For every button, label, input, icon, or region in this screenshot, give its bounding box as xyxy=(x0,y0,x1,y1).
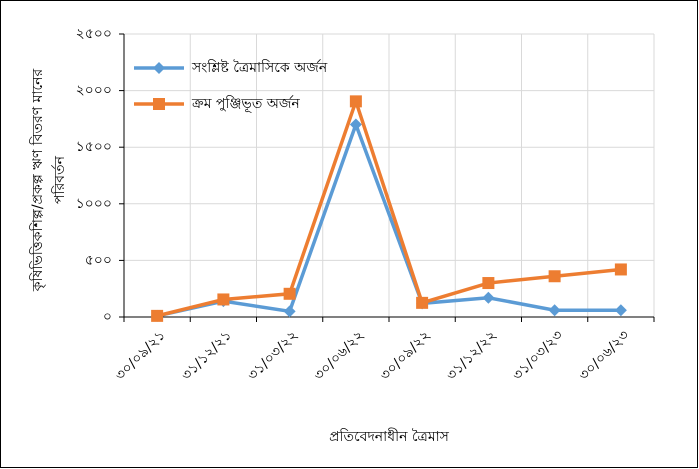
series-line xyxy=(156,95,622,318)
data-point xyxy=(283,287,296,300)
data-point xyxy=(614,304,627,317)
data-point xyxy=(349,95,362,108)
data-point xyxy=(217,293,230,306)
y-tick-label: ২৫০০ xyxy=(76,26,112,42)
y-axis-label: পরিবর্তন xyxy=(51,155,68,204)
data-point xyxy=(283,305,296,318)
data-point xyxy=(349,118,362,131)
data-point xyxy=(151,309,164,322)
y-tick-label: ০ xyxy=(103,309,112,325)
data-point xyxy=(548,270,561,283)
data-point xyxy=(482,277,495,290)
legend-label: সংশ্লিষ্ট ত্রৈমাসিকে অর্জন xyxy=(191,59,328,76)
y-tick-label: ১৫০০ xyxy=(76,139,112,155)
data-point xyxy=(416,296,429,309)
data-point xyxy=(482,291,495,304)
data-point xyxy=(548,304,561,317)
y-tick-label: ১০০০ xyxy=(76,196,112,212)
series-line xyxy=(156,119,621,318)
x-axis-label: প্রতিবেদনাধীন ত্রৈমাস xyxy=(329,428,450,445)
y-tick-label: ৫০০ xyxy=(85,252,112,268)
legend-marker xyxy=(153,62,165,74)
legend-label: ক্রম পুঞ্জিভূত অর্জন xyxy=(191,95,300,112)
y-axis-label: কৃষিভিত্তিকশিল্প/প্রকল্প ঋণ বিতরণ মানের xyxy=(29,69,46,293)
data-point xyxy=(614,263,627,276)
y-tick-label: ২০০০ xyxy=(76,83,112,99)
legend-marker xyxy=(153,98,165,110)
